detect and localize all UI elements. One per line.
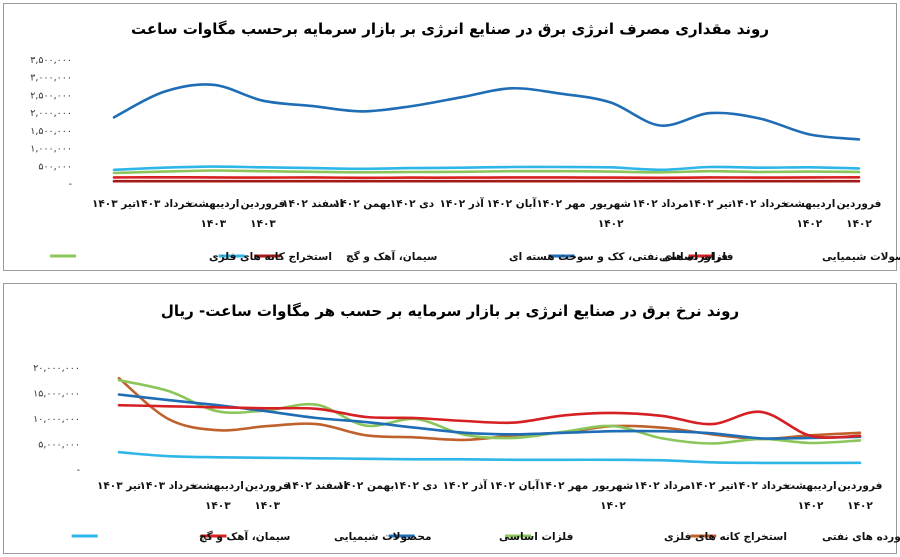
legend-item: استخراج کانه های فلزی [50, 251, 332, 263]
y-tick-label: ۳,۵۰۰,۰۰۰ [30, 55, 72, 66]
series-line [117, 450, 862, 465]
legend-item: فراورده های نفتی، کک و سوخت هسته ای [254, 251, 728, 263]
price-chart-svg: - ۵,۰۰۰,۰۰۰ ۱۰,۰۰۰,۰۰۰ ۱۵,۰۰۰,۰۰۰ ۲۰,۰۰۰,۰۰۰… [33, 363, 900, 543]
price-chart-title: روند نرخ برق در صنایع انرژی بر بازار سرم… [160, 302, 740, 320]
x-tick-label: تیر ۱۴۰۲ [688, 198, 732, 210]
legend-item: محصولات شیمیایی [688, 251, 900, 263]
x-tick-label: خرداد ۱۴۰۳ [140, 480, 198, 492]
legend-label: فرآورده های نفتی [822, 530, 900, 543]
x-tick-label: آبان ۱۴۰۲ [489, 479, 539, 492]
x-tick-label: شهریور ۱۴۰۲ [589, 198, 630, 230]
legend-item: فلزات اساسی [388, 531, 573, 543]
legend-item: فلزات اساسی [548, 251, 733, 263]
legend-item: فرآورده های نفتی [690, 530, 900, 543]
x-tick-label: دی ۱۴۰۲ [393, 480, 438, 492]
x-tick-label: بهمن ۱۴۰۲ [334, 198, 391, 210]
legend-label: استخراج کانه های فلزی [664, 531, 787, 543]
x-tick-label: دی ۱۴۰۲ [390, 198, 435, 210]
legend-label: فراورده های نفتی، کک و سوخت هسته ای [509, 251, 728, 263]
legend-label: فلزات اساسی [499, 531, 573, 543]
x-tick-label: اردیبهشت ۱۴۰۲ [783, 198, 835, 230]
x-tick-label: اردیبهشت ۱۴۰۳ [192, 480, 244, 512]
y-tick-label: ۱۵,۰۰۰,۰۰۰ [33, 389, 80, 400]
x-tick-label: اسفند ۱۴۰۲ [282, 198, 343, 210]
y-tick-label: - [77, 465, 80, 476]
x-tick-label: مهر ۱۴۰۲ [539, 480, 588, 492]
y-tick-label: ۵۰۰,۰۰۰ [38, 161, 72, 172]
x-tick-label: فروردین ۱۴۰۳ [241, 198, 286, 230]
y-tick-label: ۱,۰۰۰,۰۰۰ [30, 144, 72, 155]
y-tick-label: ۲,۵۰۰,۰۰۰ [30, 90, 72, 101]
consumption-chart-svg: - ۵۰۰,۰۰۰ ۱,۰۰۰,۰۰۰ ۱,۵۰۰,۰۰۰ ۲,۰۰۰,۰۰۰ ۲,۵۰۰… [30, 55, 900, 263]
y-tick-label: ۱۰,۰۰۰,۰۰۰ [33, 414, 80, 425]
x-tick-label: آبان ۱۴۰۲ [486, 197, 536, 210]
x-tick-label: تیر ۱۴۰۳ [92, 198, 136, 210]
x-tick-label: مرداد ۱۴۰۲ [634, 480, 691, 492]
x-tick-label: فروردین ۱۴۰۲ [838, 480, 883, 512]
series-line [112, 83, 861, 141]
x-tick-label: خرداد ۱۴۰۲ [731, 198, 789, 210]
legend-label: محصولات شیمیایی [822, 251, 900, 263]
x-tick-label: آذر ۱۴۰۲ [439, 197, 484, 210]
legend-item: استخراج کانه های فلزی [505, 531, 787, 543]
series-line [112, 175, 861, 180]
x-tick-label: اردیبهشت ۱۴۰۳ [187, 198, 239, 230]
x-tick-label: اسفند ۱۴۰۲ [286, 480, 347, 492]
y-tick-label: ۳,۰۰۰,۰۰۰ [30, 73, 72, 84]
legend-label: سیمان، آهک و گچ [346, 250, 437, 263]
legend-label: فلزات اساسی [659, 251, 733, 263]
consumption-chart-title: روند مقداری مصرف انرژی برق در صنایع انرژ… [130, 20, 770, 38]
legend-item: سیمان، آهک و گچ [71, 530, 290, 543]
legend-item: محصولات شیمیایی [200, 531, 431, 543]
y-tick-label: ۵,۰۰۰,۰۰۰ [38, 440, 80, 451]
x-tick-label: آذر ۱۴۰۲ [443, 479, 488, 492]
x-tick-label: خرداد ۱۴۰۳ [135, 198, 193, 210]
x-tick-label: اردیبهشت ۱۴۰۲ [785, 480, 837, 512]
series-line [112, 169, 861, 175]
x-tick-label: تیر ۱۴۰۲ [690, 480, 734, 492]
consumption-chart-panel: روند مقداری مصرف انرژی برق در صنایع انرژ… [3, 3, 900, 271]
series-line [117, 393, 862, 440]
x-tick-label: مرداد ۱۴۰۲ [632, 198, 689, 210]
x-tick-label: تیر ۱۴۰۳ [97, 480, 141, 492]
x-tick-label: فروردین ۱۴۰۲ [837, 198, 882, 230]
y-tick-label: ۱,۵۰۰,۰۰۰ [30, 126, 72, 137]
series-line [112, 165, 861, 172]
x-tick-label: مهر ۱۴۰۲ [536, 198, 585, 210]
x-tick-label: خرداد ۱۴۰۲ [732, 480, 790, 492]
legend-label: محصولات شیمیایی [334, 531, 431, 543]
series-line [117, 403, 862, 439]
legend-label: سیمان، آهک و گچ [199, 530, 290, 543]
x-tick-label: شهریور ۱۴۰۲ [592, 480, 633, 512]
y-tick-label: - [69, 179, 72, 190]
series-line [117, 378, 862, 445]
y-tick-label: ۲۰,۰۰۰,۰۰۰ [33, 363, 80, 374]
series-line [117, 376, 862, 442]
price-chart-panel: روند نرخ برق در صنایع انرژی بر بازار سرم… [3, 283, 900, 554]
legend-item: سیمان، آهک و گچ [218, 250, 437, 263]
x-tick-label: فروردین ۱۴۰۳ [245, 480, 290, 512]
legend-label: استخراج کانه های فلزی [209, 251, 332, 263]
x-tick-label: بهمن ۱۴۰۲ [338, 480, 395, 492]
y-tick-label: ۲,۰۰۰,۰۰۰ [30, 108, 72, 119]
